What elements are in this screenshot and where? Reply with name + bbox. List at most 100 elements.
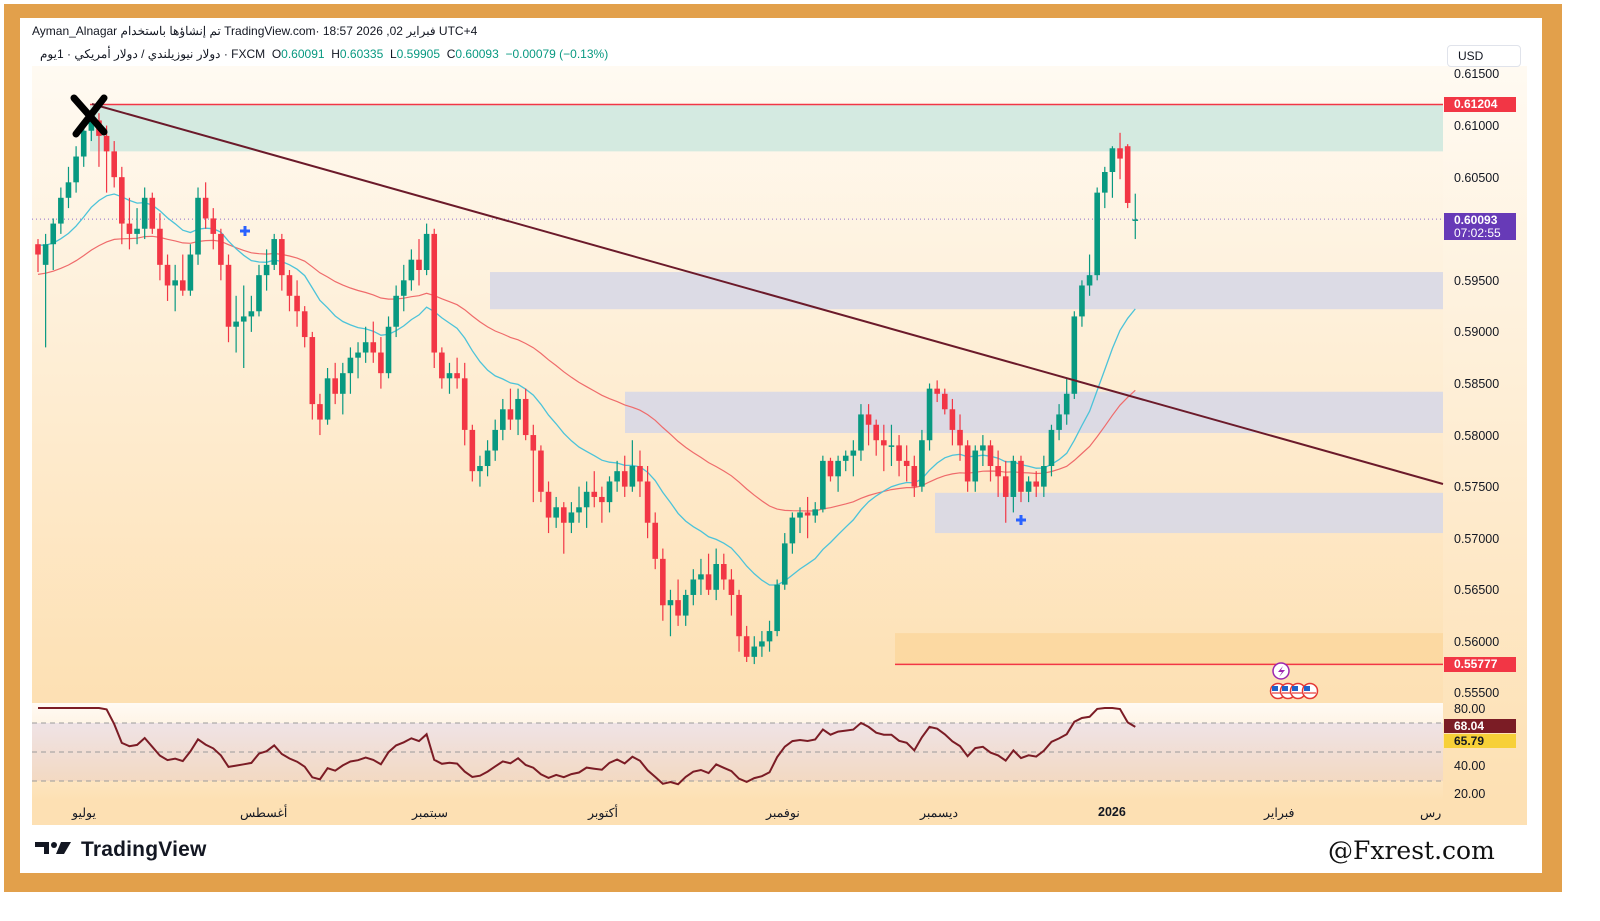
price-axis-bg — [1443, 66, 1527, 800]
candle — [431, 228, 438, 369]
candle-body — [522, 398, 529, 436]
price-tick: 0.56000 — [1454, 635, 1500, 649]
candle — [774, 579, 780, 637]
open-value: 0.60091 — [281, 47, 325, 61]
candle-body — [652, 522, 659, 559]
candle — [1063, 378, 1070, 425]
candle — [172, 264, 178, 312]
candle-body — [538, 450, 544, 492]
candle-body — [286, 275, 293, 296]
time-tick: أغسطس — [240, 806, 288, 820]
candle — [881, 424, 887, 472]
candle-body — [728, 579, 735, 595]
symbol-description[interactable]: دولار نيوزيلندي / دولار أمريكي · 1يوم · … — [40, 47, 266, 61]
current-price-label: 0.60093 07:02:55 — [1444, 213, 1516, 240]
candle-body — [957, 429, 963, 446]
candle-body — [301, 311, 308, 338]
currency-selector[interactable]: USD — [1447, 45, 1521, 67]
candle-body — [187, 254, 194, 291]
candle — [911, 455, 918, 497]
candle — [644, 466, 651, 539]
candle-body — [172, 280, 178, 286]
candle — [149, 192, 156, 234]
candle — [797, 507, 803, 534]
candle-body — [225, 264, 232, 327]
candle — [507, 388, 514, 430]
candle — [416, 239, 422, 286]
candle-body — [621, 471, 628, 487]
candle — [705, 553, 712, 595]
price-chart[interactable] — [32, 40, 1527, 825]
descending-trendline — [91, 103, 1444, 485]
candle-body — [439, 352, 445, 379]
cross — [1016, 515, 1026, 525]
candle — [1071, 311, 1078, 399]
candle-body — [1010, 460, 1017, 497]
tradingview-logo[interactable]: TradingView — [35, 838, 207, 862]
candle — [317, 393, 323, 436]
candle — [515, 388, 521, 436]
candle — [240, 285, 247, 369]
candle — [1025, 476, 1032, 503]
candle-body — [1079, 285, 1085, 317]
candle — [309, 331, 316, 420]
candle-body — [233, 321, 239, 327]
candle-body — [477, 466, 483, 472]
candle-body — [340, 373, 346, 394]
candle-body — [766, 631, 773, 642]
candle-body — [682, 594, 689, 616]
candle — [614, 460, 620, 492]
candle-body — [80, 130, 87, 157]
publish-datetime: فبراير 02, 2026 18:57 UTC+4 — [322, 24, 478, 38]
candle — [591, 471, 598, 508]
candle-body — [873, 424, 879, 441]
candle-body — [926, 388, 933, 441]
candle — [119, 166, 125, 245]
candle — [957, 414, 963, 461]
candle-body — [431, 233, 438, 353]
candle-body — [279, 239, 285, 276]
candle-body — [949, 409, 956, 430]
candle — [675, 579, 681, 626]
candle — [423, 223, 430, 276]
supply-zone-top — [90, 104, 1443, 152]
candle — [187, 244, 194, 296]
time-tick: رس — [1420, 806, 1442, 820]
candle — [126, 197, 133, 250]
candle — [698, 558, 704, 595]
flag-canton — [1282, 686, 1288, 691]
candle-body — [1033, 481, 1040, 487]
rsi-value-label: 68.04 — [1444, 719, 1516, 733]
price-tick: 0.57000 — [1454, 532, 1500, 546]
candle — [896, 435, 902, 477]
change-value: −0.00079 (−0.13%) — [505, 47, 609, 61]
time-tick: نوفمبر — [766, 806, 800, 820]
horizontal-lines — [32, 103, 1443, 666]
candle — [599, 486, 605, 523]
candle-body — [1102, 172, 1108, 193]
x-marker-icon — [70, 94, 108, 138]
price-tick: 0.61000 — [1454, 119, 1500, 133]
candle — [218, 228, 224, 281]
candle — [713, 548, 719, 601]
candle — [690, 569, 697, 606]
symbol-legend[interactable]: دولار نيوزيلندي / دولار أمريكي · 1يوم · … — [40, 47, 609, 61]
candle-body — [1018, 460, 1024, 492]
candle — [400, 264, 407, 312]
author-name: Ayman_Alnagar — [32, 24, 118, 38]
candle-body — [797, 512, 803, 518]
candle-body — [972, 450, 979, 482]
candle-body — [500, 409, 506, 430]
candle-body — [126, 223, 133, 234]
trendline — [91, 103, 1444, 485]
candle — [1117, 132, 1123, 180]
candle — [195, 187, 201, 265]
candle-body — [164, 264, 171, 286]
candle — [812, 502, 819, 523]
time-tick: سبتمبر — [412, 806, 448, 820]
candle — [393, 285, 399, 338]
support-price-label: 0.55777 — [1444, 657, 1516, 672]
candle-body — [195, 197, 201, 255]
candle — [157, 213, 163, 281]
candle-body — [835, 460, 841, 477]
